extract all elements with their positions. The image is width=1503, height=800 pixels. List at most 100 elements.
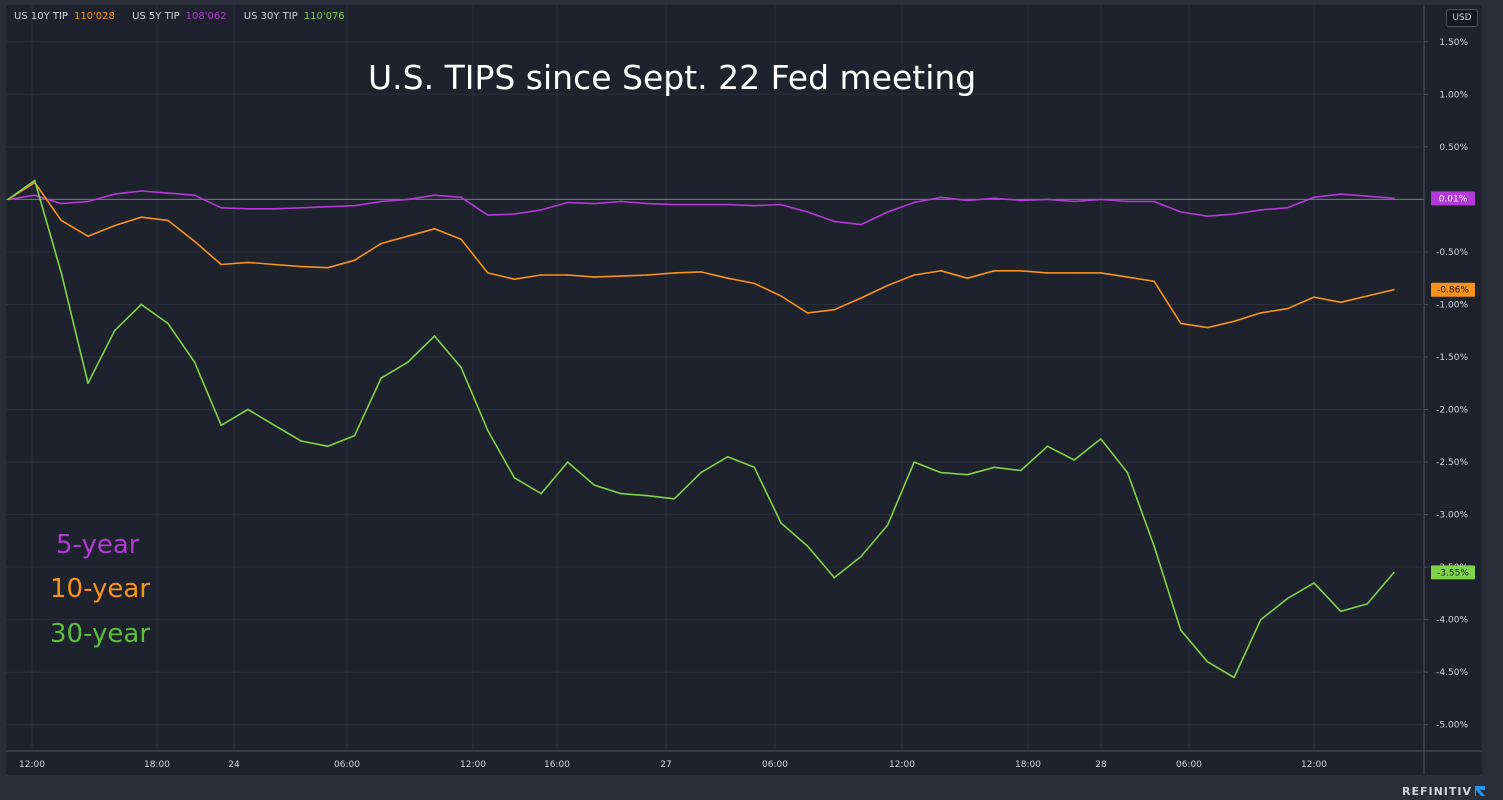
- data-point: [220, 263, 223, 266]
- x-tick-label: 18:00: [144, 760, 170, 770]
- data-point: [60, 202, 63, 205]
- data-point: [167, 219, 169, 222]
- data-point: [1100, 438, 1102, 440]
- y-tick-label: -2.00%: [1436, 406, 1468, 416]
- y-tick-label: 1.50%: [1439, 38, 1468, 48]
- series-lines: [7, 179, 1395, 679]
- grid-lines: [6, 5, 1424, 751]
- x-tick-label: 16:00: [544, 760, 570, 770]
- data-point: [273, 263, 276, 266]
- data-point: [993, 197, 995, 200]
- legend-item-30y[interactable]: US 30Y TIP 110'076: [244, 11, 345, 22]
- data-point: [1206, 215, 1209, 217]
- data-point: [1339, 610, 1342, 613]
- data-point: [113, 329, 116, 332]
- data-point: [1393, 288, 1395, 291]
- data-point: [753, 282, 756, 285]
- data-point: [833, 308, 836, 311]
- y-tick-label: -2.50%: [1436, 458, 1468, 468]
- x-tick-label: 12:00: [1301, 760, 1327, 770]
- data-point: [566, 274, 569, 276]
- data-point: [806, 312, 809, 314]
- data-point: [726, 277, 729, 279]
- data-point: [1393, 571, 1395, 574]
- data-point: [113, 193, 116, 195]
- legend-price: 110'076: [303, 11, 345, 22]
- data-point: [220, 206, 223, 209]
- last-value-badge: [1431, 282, 1475, 297]
- data-point: [753, 466, 756, 469]
- data-point: [646, 274, 649, 276]
- data-point: [1233, 676, 1235, 679]
- last-value-badge: [1431, 191, 1475, 206]
- data-point: [1339, 193, 1342, 195]
- data-point: [593, 276, 596, 278]
- data-point: [620, 275, 622, 277]
- y-tick-label: -1.50%: [1436, 353, 1468, 363]
- data-point: [1020, 270, 1022, 272]
- data-point: [1339, 301, 1342, 304]
- data-point: [220, 424, 223, 427]
- data-point: [513, 278, 516, 281]
- data-point: [87, 235, 89, 237]
- data-point: [140, 303, 143, 306]
- x-tick-label: 28: [1095, 760, 1107, 770]
- legend-item-10y[interactable]: US 10Y TIP 110'028: [14, 11, 118, 22]
- data-point: [1206, 326, 1209, 329]
- plot-area: [6, 5, 1424, 751]
- data-point: [1073, 459, 1075, 461]
- data-point: [940, 196, 942, 199]
- data-point: [726, 203, 729, 206]
- data-point: [407, 361, 409, 364]
- data-point: [353, 434, 356, 437]
- data-point: [407, 235, 409, 237]
- data-point: [940, 471, 942, 474]
- annotation-10-year: 10-year: [50, 574, 151, 604]
- x-tick-label: 27: [660, 760, 671, 770]
- data-point: [247, 208, 249, 210]
- data-point: [167, 192, 169, 194]
- data-point: [540, 274, 542, 276]
- currency-button[interactable]: USD: [1446, 9, 1478, 27]
- data-point: [1126, 276, 1129, 278]
- data-point: [513, 213, 516, 215]
- x-tick-label: 24: [228, 760, 240, 770]
- data-point: [673, 203, 676, 206]
- data-point: [1046, 272, 1049, 274]
- x-tick-label: 18:00: [1015, 760, 1041, 770]
- last-value-label: -0.86%: [1437, 286, 1469, 296]
- data-point: [886, 524, 889, 526]
- x-tick-label: 12:00: [19, 760, 45, 770]
- refinitiv-logo-icon: [1475, 786, 1485, 796]
- data-point: [1233, 213, 1235, 215]
- data-point: [33, 194, 36, 196]
- legend: US 10Y TIP 110'028 US 5Y TIP 108'062 US 30…: [14, 11, 359, 22]
- data-point: [193, 361, 196, 364]
- y-tick-label: -5.00%: [1436, 721, 1468, 731]
- data-point: [673, 272, 676, 274]
- data-point: [620, 200, 622, 203]
- data-point: [486, 429, 489, 432]
- data-point: [593, 202, 596, 205]
- data-point: [1073, 272, 1075, 274]
- data-point: [940, 270, 942, 272]
- data-point: [1153, 545, 1155, 547]
- data-point: [1126, 471, 1129, 474]
- data-point: [1233, 320, 1235, 323]
- data-point: [833, 576, 836, 579]
- y-tick-label: 1.00%: [1439, 90, 1468, 100]
- data-point: [193, 194, 196, 196]
- chart-title: U.S. TIPS since Sept. 22 Fed meeting: [368, 58, 977, 97]
- legend-item-5y[interactable]: US 5Y TIP 108'062: [132, 11, 230, 22]
- data-point: [1259, 209, 1262, 211]
- last-value-label: 0.01%: [1439, 194, 1468, 204]
- data-point: [886, 211, 889, 213]
- y-tick-label: -3.00%: [1436, 511, 1468, 521]
- data-point: [1259, 312, 1262, 314]
- data-point: [913, 201, 916, 204]
- data-point: [327, 205, 329, 208]
- data-point: [87, 382, 89, 385]
- data-point: [1313, 196, 1315, 199]
